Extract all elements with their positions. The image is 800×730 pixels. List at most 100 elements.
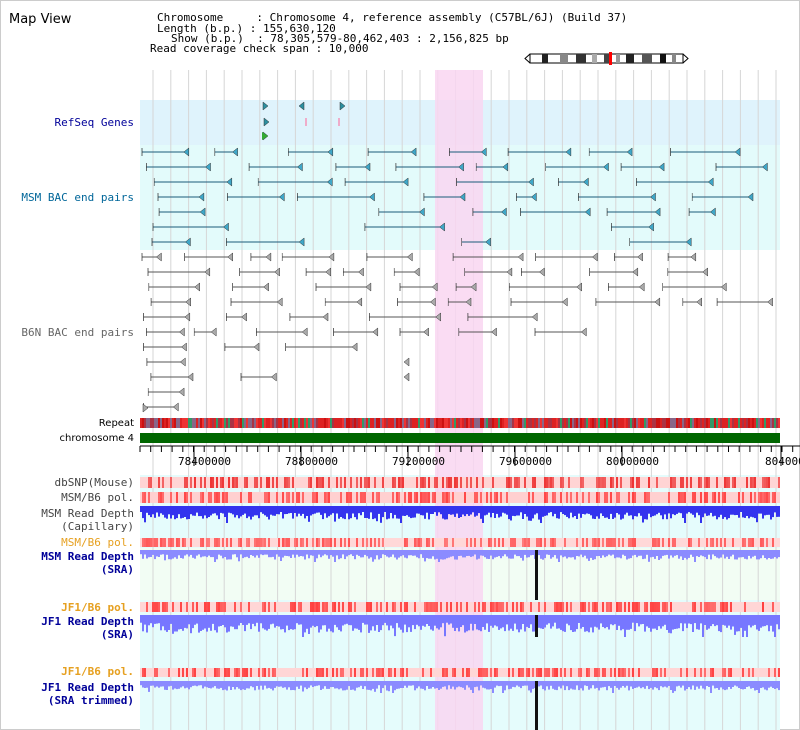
bac-end-pair[interactable] <box>399 282 438 292</box>
jf1-b6-pol-heat-track[interactable] <box>140 602 780 612</box>
bac-end-reverse[interactable] <box>685 237 692 247</box>
bac-end-reverse[interactable] <box>365 282 372 292</box>
bac-end-pair[interactable] <box>152 222 229 232</box>
refseq-genes-track[interactable] <box>262 101 346 141</box>
bac-end-pair[interactable] <box>150 297 191 307</box>
bac-end-pair[interactable] <box>423 192 466 202</box>
bac-end-pair[interactable] <box>148 282 200 292</box>
bac-end-pair[interactable] <box>150 372 194 382</box>
bac-end-pair[interactable] <box>297 192 375 202</box>
bac-end-reverse[interactable] <box>506 267 513 277</box>
bac-end-pair[interactable] <box>688 207 716 217</box>
bac-end-pair[interactable] <box>143 312 191 322</box>
bac-end-pair[interactable] <box>324 297 363 307</box>
bac-end-reverse[interactable] <box>183 147 190 157</box>
bac-end-reverse[interactable] <box>565 147 572 157</box>
bac-end-pair[interactable] <box>691 192 754 202</box>
bac-end-reverse[interactable] <box>372 327 379 337</box>
bac-end-reverse[interactable] <box>530 192 537 202</box>
bac-end-pair[interactable] <box>472 207 507 217</box>
bac-end-reverse[interactable] <box>184 312 191 322</box>
bac-end-reverse[interactable] <box>637 252 643 262</box>
chromosome-bar[interactable] <box>140 433 780 443</box>
bac-end-reverse[interactable] <box>502 162 509 172</box>
bac-end-pair[interactable] <box>240 372 277 382</box>
bac-end-reverse[interactable] <box>465 297 472 307</box>
bac-end-pair[interactable] <box>147 267 211 277</box>
bac-end-reverse[interactable] <box>654 207 661 217</box>
bac-end-pair[interactable] <box>464 267 513 277</box>
bac-end-pair[interactable] <box>239 267 280 277</box>
gene-feature[interactable] <box>339 101 346 111</box>
b6n-bac-end-pairs-track[interactable] <box>141 252 773 413</box>
bac-end-pair[interactable] <box>224 342 260 352</box>
bac-end-pair[interactable] <box>452 252 524 262</box>
bac-end-pair[interactable] <box>147 387 185 397</box>
bac-end-reverse[interactable] <box>517 252 524 262</box>
bac-end-reverse[interactable] <box>155 252 162 262</box>
bac-end-pair[interactable] <box>509 282 582 292</box>
bac-end-pair[interactable] <box>545 162 609 172</box>
bac-end-reverse[interactable] <box>761 162 768 172</box>
bac-end-pair[interactable] <box>158 207 206 217</box>
bac-end-reverse[interactable] <box>650 192 656 202</box>
bac-end-pair[interactable] <box>364 222 445 232</box>
variation-and-depth-tracks[interactable] <box>140 477 780 730</box>
bac-end-reverse[interactable] <box>232 147 238 157</box>
bac-end-pair[interactable] <box>475 162 509 172</box>
gene-feature[interactable] <box>298 101 305 111</box>
bac-end-pair[interactable] <box>257 177 333 187</box>
bac-end-reverse[interactable] <box>582 177 589 187</box>
bac-end-pair[interactable] <box>369 312 441 322</box>
bac-end-reverse[interactable] <box>296 162 303 172</box>
bac-end-reverse[interactable] <box>402 177 409 187</box>
bac-end-reverse[interactable] <box>351 342 358 352</box>
bac-end-reverse[interactable] <box>406 252 413 262</box>
bac-end-pair[interactable] <box>395 162 464 172</box>
bac-end-reverse[interactable] <box>747 192 754 202</box>
bac-end-reverse[interactable] <box>403 372 410 382</box>
bac-end-reverse[interactable] <box>403 357 410 367</box>
jf1-b6-pol-heat-track-2[interactable] <box>140 668 780 677</box>
bac-end-reverse[interactable] <box>734 147 741 157</box>
bac-end-reverse[interactable] <box>328 252 335 262</box>
bac-end-reverse[interactable] <box>204 267 211 277</box>
bac-end-pair[interactable] <box>393 267 420 277</box>
bac-end-pair[interactable] <box>214 147 238 157</box>
bac-end-reverse[interactable] <box>531 312 538 322</box>
bac-end-pair[interactable] <box>662 282 727 292</box>
bac-end-pair[interactable] <box>399 327 429 337</box>
bac-end-pair[interactable] <box>456 177 534 187</box>
bac-end-reverse[interactable] <box>322 312 329 322</box>
bac-end-reverse[interactable] <box>459 192 466 202</box>
jf1-depth-sra-track[interactable] <box>140 615 780 637</box>
bac-end-pair[interactable] <box>521 267 545 277</box>
bac-end-reverse[interactable] <box>648 222 654 232</box>
bac-end-reverse[interactable] <box>485 237 491 247</box>
bac-end-reverse[interactable] <box>184 237 191 247</box>
bac-end-reverse[interactable] <box>358 267 364 277</box>
bac-end-pair[interactable] <box>629 237 692 247</box>
msm-b6-pol-heat-track[interactable] <box>140 492 780 503</box>
bac-end-pair[interactable] <box>578 192 656 202</box>
bac-end-pair[interactable] <box>461 237 491 247</box>
bac-end-reverse[interactable] <box>210 327 217 337</box>
bac-end-reverse[interactable] <box>198 192 205 202</box>
bac-end-pair[interactable] <box>315 282 372 292</box>
bac-end-pair[interactable] <box>620 162 665 172</box>
msm-depth-sra-track[interactable] <box>140 550 780 600</box>
bac-end-pair[interactable] <box>141 252 162 262</box>
bac-end-pair[interactable] <box>667 252 697 262</box>
bac-end-reverse[interactable] <box>707 177 714 187</box>
bac-end-reverse[interactable] <box>528 177 534 187</box>
bac-end-pair[interactable] <box>510 297 568 307</box>
bac-end-pair[interactable] <box>715 162 768 172</box>
bac-end-reverse[interactable] <box>658 162 665 172</box>
bac-end-reverse[interactable] <box>364 162 371 172</box>
bac-end-reverse[interactable] <box>470 282 477 292</box>
bac-end-reverse[interactable] <box>178 327 185 337</box>
bac-end-reverse[interactable] <box>241 312 247 322</box>
bac-end-pair[interactable] <box>250 252 272 262</box>
bac-end-reverse[interactable] <box>654 297 661 307</box>
bac-end-reverse[interactable] <box>179 357 186 367</box>
